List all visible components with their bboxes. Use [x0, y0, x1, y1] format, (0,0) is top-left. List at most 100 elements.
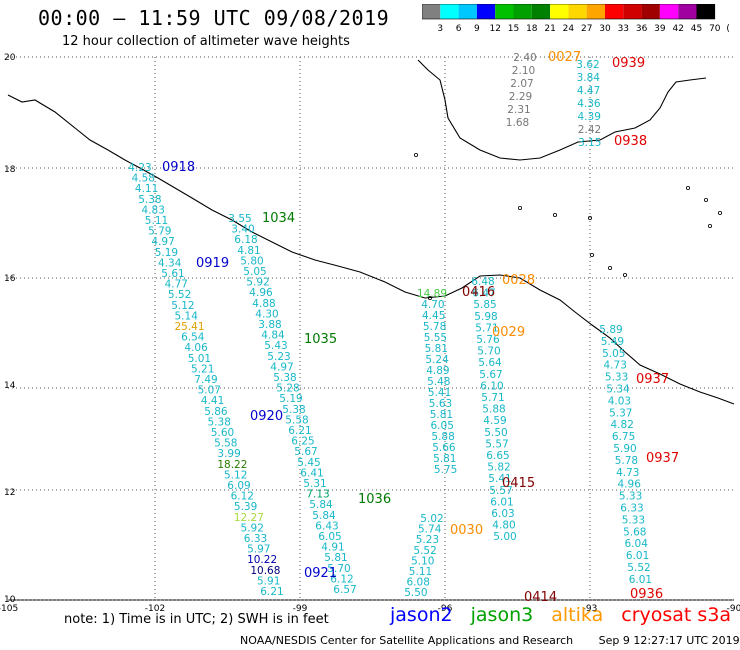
swh-value-track-d: 5.81 [430, 409, 453, 421]
swh-value-track-b: 5.05 [243, 266, 266, 278]
swh-value-track-a: 5.79 [148, 226, 171, 238]
swh-value-track-a: 4.97 [151, 236, 174, 248]
swh-value-track-f: 5.68 [623, 526, 646, 538]
pass-time-label: 0937 [646, 451, 679, 466]
swh-value-track-c: 5.74 [418, 524, 442, 536]
swh-value-track-b: 5.28 [276, 383, 299, 395]
swh-value-track-d: 5.48 [427, 376, 450, 388]
swh-value-track-e: 5.82 [487, 462, 510, 474]
colorbar-frame [422, 4, 716, 20]
altimeter-tracks: 4.234.584.115.384.835.115.794.975.194.34… [128, 52, 652, 599]
swh-value-track-b: 4.30 [255, 308, 278, 320]
swh-value-track-f: 5.33 [622, 514, 645, 526]
swh-value-track-e: 5.57 [489, 485, 512, 497]
swh-value-track-a: 6.12 [231, 491, 254, 503]
swh-value-track-d: 5.81 [425, 343, 448, 355]
swh-value-track-e: 6.65 [486, 450, 509, 462]
swh-value-track-c: 5.11 [409, 566, 432, 578]
swh-value-track-b: 5.84 [312, 510, 336, 522]
swh-value-track-e: 5.71 [475, 322, 498, 334]
swh-value-track-e: 5.85 [473, 299, 496, 311]
lon-tick-label: -99 [293, 604, 308, 614]
pass-time-label: 0937 [636, 372, 669, 387]
swh-value-track-d: 5.41 [428, 387, 451, 399]
swh-value-track-a: 4.11 [135, 183, 158, 195]
swh-value-track-f: 4.03 [608, 395, 631, 407]
swh-value-track-a: 10.68 [250, 565, 280, 577]
island [588, 215, 593, 220]
swh-value-track-a: 4.83 [142, 204, 165, 216]
swh-value-track-b: 6.43 [315, 520, 338, 532]
swh-value-track-b: 5.38 [273, 372, 296, 384]
swh-value-track-a: 5.12 [171, 300, 194, 312]
swh-value-track-a: 4.23 [128, 162, 151, 174]
legend-jason2: jason2 [390, 604, 453, 626]
colorbar-tick-label: (ft) [726, 24, 729, 34]
lat-tick-label: 10 [4, 595, 16, 605]
legend-altika: altika [551, 604, 604, 626]
swh-value-track-b: 6.18 [234, 234, 257, 246]
swh-value-track-e: 5.57 [485, 438, 508, 450]
colorbar-tick-label: 18 [526, 24, 538, 34]
legend-cryosat: cryosat s3a [621, 604, 732, 626]
swh-value-track-b: 5.38 [282, 404, 305, 416]
swh-value-track-a: 12.27 [234, 512, 264, 524]
lon-tick-label: -93 [583, 604, 598, 614]
swh-value-track-b: 5.19 [279, 393, 302, 405]
swh-value-track-a: 5.60 [211, 427, 234, 439]
swh-value-track-d: 14.89 [417, 288, 447, 300]
swh-value-track-a: 4.34 [158, 257, 182, 269]
swh-value-track-b: 4.81 [237, 245, 260, 257]
swh-value-track-f: 5.90 [613, 443, 636, 455]
colorbar-tick-label: 36 [636, 24, 648, 34]
swh-value-track-top-b: 3.62 [576, 59, 599, 71]
swh-value-track-d: 5.81 [433, 453, 456, 465]
swh-value-track-c: 5.52 [413, 545, 436, 557]
lat-tick-label: 12 [4, 488, 15, 498]
swh-value-track-d: 5.55 [424, 332, 447, 344]
swh-value-track-top-b: 4.47 [577, 85, 600, 97]
swh-value-track-b: 4.97 [270, 361, 293, 373]
swh-value-track-b: 3.88 [258, 319, 281, 331]
swh-value-track-b: 6.12 [330, 573, 353, 585]
swh-value-track-a: 5.38 [138, 194, 161, 206]
island [608, 265, 613, 270]
island [718, 210, 723, 215]
swh-value-track-d: 6.05 [431, 420, 454, 432]
map-title: 00:00 – 11:59 UTC 09/08/2019 [38, 6, 390, 30]
swh-value-track-f: 5.89 [599, 324, 622, 336]
swh-value-track-e: 5.50 [484, 427, 507, 439]
island [413, 152, 418, 157]
credit-line: NOAA/NESDIS Center for Satellite Applica… [240, 634, 740, 647]
swh-value-track-e: 5.00 [493, 531, 516, 543]
island [553, 212, 558, 217]
swh-value-track-b: 5.92 [246, 277, 269, 289]
swh-value-track-b: 4.88 [252, 298, 275, 310]
swh-value-track-a: 5.11 [145, 215, 168, 227]
colorbar-swatch [568, 4, 587, 19]
colorbar-swatch [531, 4, 551, 19]
swh-value-track-a: 6.33 [244, 533, 267, 545]
lat-tick-label: 14 [4, 381, 16, 391]
pass-time-label: 1036 [358, 492, 391, 507]
swh-value-track-f: 6.01 [626, 550, 649, 562]
swh-value-track-e: 5.71 [481, 392, 504, 404]
swh-value-track-a: 6.09 [227, 480, 250, 492]
swh-value-track-a: 4.77 [165, 279, 188, 291]
swh-value-track-a: 5.19 [155, 247, 178, 259]
swh-value-track-b: 5.58 [285, 414, 308, 426]
colorbar-swatch [641, 4, 660, 19]
pass-time-label: 0919 [196, 256, 229, 271]
swh-value-track-d: 5.63 [429, 398, 452, 410]
swh-value-track-a: 5.52 [168, 289, 191, 301]
swh-value-track-c: 5.23 [416, 534, 439, 546]
swh-value-track-f: 5.78 [615, 455, 638, 467]
colorbar-tick-label: 70 [709, 24, 721, 34]
colorbar-tick-label: 27 [581, 24, 592, 34]
swh-value-track-b: 5.43 [264, 340, 287, 352]
swh-value-track-a: 25.41 [174, 321, 204, 333]
swh-value-track-b: 6.05 [318, 531, 341, 543]
map-subtitle: 12 hour collection of altimeter wave hei… [62, 34, 350, 49]
swh-value-track-f: 6.04 [625, 538, 649, 550]
